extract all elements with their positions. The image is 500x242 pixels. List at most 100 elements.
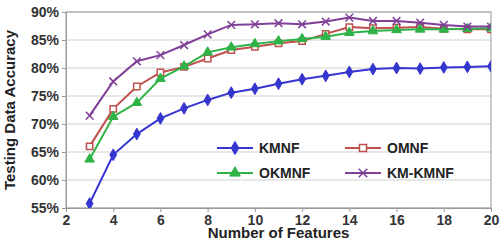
point-marker xyxy=(156,73,166,81)
y-tick-label: 85% xyxy=(31,32,60,48)
legend-label: OMNF xyxy=(387,140,429,156)
y-tick-mark xyxy=(62,180,66,181)
x-tick-label: 18 xyxy=(436,212,452,228)
point-marker xyxy=(133,57,141,65)
grid-line xyxy=(66,124,491,125)
point-marker xyxy=(205,55,211,61)
marker-group xyxy=(346,14,354,22)
point-marker xyxy=(370,63,377,75)
point-marker xyxy=(275,19,283,27)
point-marker xyxy=(132,97,142,105)
y-tick-label: 55% xyxy=(31,200,60,216)
grid-line xyxy=(66,96,491,97)
legend-entry: OKMNF xyxy=(217,165,311,181)
marker-group xyxy=(369,17,377,25)
marker-group xyxy=(156,73,166,81)
y-axis-title: Testing Data Accuracy xyxy=(1,29,18,190)
marker-group xyxy=(203,47,213,55)
series-line xyxy=(90,27,491,146)
marker-group xyxy=(368,25,378,33)
marker-group xyxy=(204,94,211,106)
marker-group xyxy=(322,18,330,26)
marker-group xyxy=(109,78,117,86)
marker-group xyxy=(275,78,282,90)
point-marker xyxy=(416,19,424,27)
point-marker xyxy=(85,154,95,162)
series-line xyxy=(90,18,491,116)
legend-label: KM-KMNF xyxy=(387,165,454,181)
marker-group xyxy=(157,113,164,125)
legend-marker xyxy=(231,141,239,154)
legend-marker xyxy=(359,144,366,151)
y-tick-mark xyxy=(62,12,66,13)
y-tick-label: 60% xyxy=(31,172,60,188)
plot: 55%60%65%70%75%80%85%90%2468101214161820… xyxy=(31,4,500,228)
series xyxy=(86,24,491,150)
x-axis-line xyxy=(67,209,492,213)
point-marker xyxy=(110,149,117,161)
marker-group xyxy=(251,20,259,28)
marker-group xyxy=(345,27,355,35)
point-marker xyxy=(108,111,118,119)
chart: 55%60%65%70%75%80%85%90%2468101214161820… xyxy=(0,0,500,242)
legend-entry: KM-KMNF xyxy=(345,165,454,181)
marker-group xyxy=(488,60,491,72)
point-marker xyxy=(134,83,140,89)
legend-marker xyxy=(230,167,241,176)
marker-group xyxy=(392,24,402,32)
point-marker xyxy=(157,113,164,125)
marker-group xyxy=(299,73,306,85)
x-tick-label: 2 xyxy=(63,212,71,228)
y-tick-mark xyxy=(62,124,66,125)
series-group xyxy=(85,14,491,208)
point-marker xyxy=(86,143,92,149)
marker-group xyxy=(157,51,165,59)
marker-group xyxy=(133,57,141,65)
series xyxy=(86,14,491,120)
point-marker xyxy=(226,42,236,50)
y-tick-mark xyxy=(62,96,66,97)
marker-group xyxy=(393,17,401,25)
x-tick-label: 4 xyxy=(110,212,118,228)
x-tick: 16 xyxy=(389,208,405,228)
x-tick-label: 20 xyxy=(484,212,500,228)
series-line xyxy=(90,66,491,203)
marker-group xyxy=(440,21,448,29)
marker-group xyxy=(297,33,307,41)
point-marker xyxy=(181,102,188,114)
y-tick-mark xyxy=(62,40,66,41)
marker-group xyxy=(204,31,212,39)
y-tick: 90% xyxy=(31,4,66,20)
point-marker xyxy=(274,36,284,44)
y-tick: 70% xyxy=(31,116,66,132)
x-tick: 4 xyxy=(110,208,118,228)
point-marker xyxy=(417,63,424,75)
marker-group xyxy=(322,70,329,82)
point-marker xyxy=(86,112,94,120)
x-tick: 18 xyxy=(436,208,452,228)
point-marker xyxy=(297,33,307,41)
legend: KMNFOMNFOKMNFKM-KMNF xyxy=(217,140,454,181)
point-marker xyxy=(251,83,258,95)
x-tick: 6 xyxy=(157,208,165,228)
point-marker xyxy=(299,73,306,85)
marker-group xyxy=(275,19,283,27)
marker-group xyxy=(416,19,424,27)
y-tick-label: 75% xyxy=(31,88,60,104)
point-marker xyxy=(464,61,471,73)
y-tick-label: 70% xyxy=(31,116,60,132)
point-marker xyxy=(133,128,140,140)
marker-group xyxy=(86,198,93,208)
point-marker xyxy=(204,94,211,106)
marker-group xyxy=(226,42,236,50)
marker-group xyxy=(464,61,471,73)
point-marker xyxy=(440,62,447,74)
point-marker xyxy=(298,20,306,28)
point-marker xyxy=(203,47,213,55)
marker-group xyxy=(370,63,377,75)
series-line xyxy=(90,28,491,159)
series xyxy=(86,60,491,208)
point-marker xyxy=(251,20,259,28)
marker-group xyxy=(180,41,188,49)
marker-group xyxy=(205,55,211,61)
